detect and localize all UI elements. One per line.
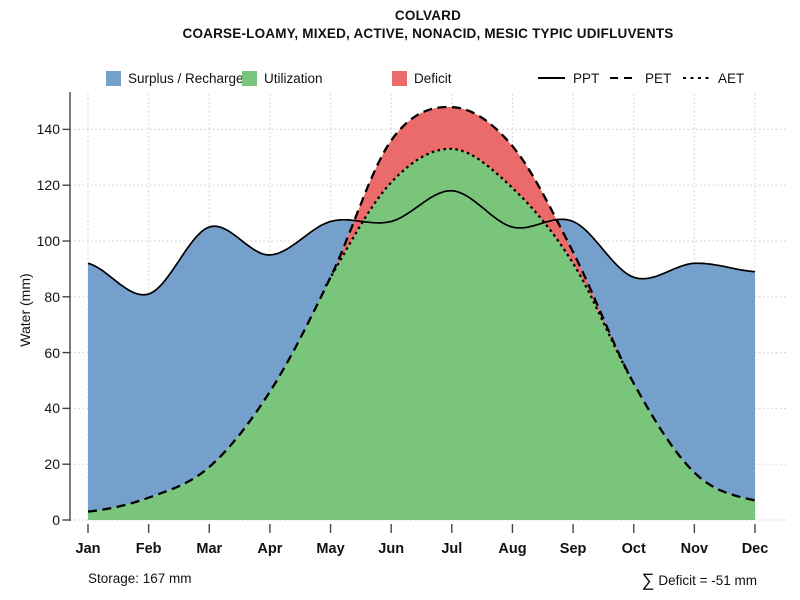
x-tick-label: Dec: [741, 541, 769, 557]
chart-header: COLVARD COARSE-LOAMY, MIXED, ACTIVE, NON…: [50, 8, 800, 41]
x-tick-label: Mar: [196, 541, 223, 557]
y-tick-label: 140: [36, 121, 60, 138]
x-tick-label: Aug: [498, 541, 527, 557]
legend-label: PET: [645, 70, 672, 86]
pet-line: [87, 105, 756, 513]
y-tick-label: 80: [44, 288, 60, 305]
sigma-symbol: ∑: [641, 570, 655, 590]
storage-note: Storage: 167 mm: [88, 571, 192, 586]
y-tick-label: 60: [44, 344, 60, 361]
y-tick-label: 120: [36, 177, 60, 194]
deficit-text: Deficit = -51 mm: [658, 573, 757, 588]
legend-label: Utilization: [264, 70, 323, 86]
legend-item-aet: AET: [683, 68, 744, 88]
legend-item-surplus-recharge: Surplus / Recharge: [106, 68, 244, 88]
legend-label: Deficit: [414, 70, 452, 86]
y-tick-label: 0: [52, 512, 60, 528]
x-tick-label: Sep: [559, 541, 587, 557]
chart-title: COLVARD: [394, 8, 462, 23]
legend-item-utilization: Utilization: [242, 68, 323, 88]
legend: Surplus / Recharge Utilization Deficit P…: [0, 68, 800, 88]
surplus-recharge-area: [88, 216, 356, 512]
dotted-line-swatch: [683, 76, 710, 80]
utilization-area: [88, 148, 755, 520]
x-tick-label: Feb: [135, 541, 162, 557]
x-tick-label: Oct: [621, 541, 646, 557]
legend-label: AET: [718, 70, 745, 86]
x-tick-label: Nov: [680, 541, 709, 557]
surplus-recharge-area: [557, 219, 755, 501]
ppt-line: [87, 189, 756, 296]
x-tick-label: Apr: [257, 541, 283, 557]
deficit-note: ∑ Deficit = -51 mm: [560, 569, 758, 590]
x-tick-label: Jan: [75, 541, 101, 557]
x-tick-label: Jun: [378, 541, 405, 557]
x-tick-label: May: [316, 541, 345, 557]
legend-label: PPT: [573, 70, 600, 86]
legend-item-deficit: Deficit: [392, 68, 452, 88]
y-tick-label: 40: [44, 400, 60, 417]
deficit-color-swatch: [392, 70, 407, 86]
legend-item-ppt: PPT: [538, 68, 599, 88]
surplus-color-swatch: [106, 70, 121, 86]
chart-subtitle: COARSE-LOAMY, MIXED, ACTIVE, NONACID, ME…: [182, 26, 674, 41]
legend-label: Surplus / Recharge: [128, 70, 244, 86]
dashed-line-swatch: [610, 76, 637, 80]
solid-line-swatch: [538, 76, 565, 80]
axes: [62, 92, 756, 533]
y-tick-label: 100: [36, 233, 60, 249]
utilization-color-swatch: [242, 70, 257, 86]
x-tick-label: Jul: [441, 541, 463, 557]
y-tick-label: 20: [44, 456, 60, 473]
legend-item-pet: PET: [610, 68, 671, 88]
